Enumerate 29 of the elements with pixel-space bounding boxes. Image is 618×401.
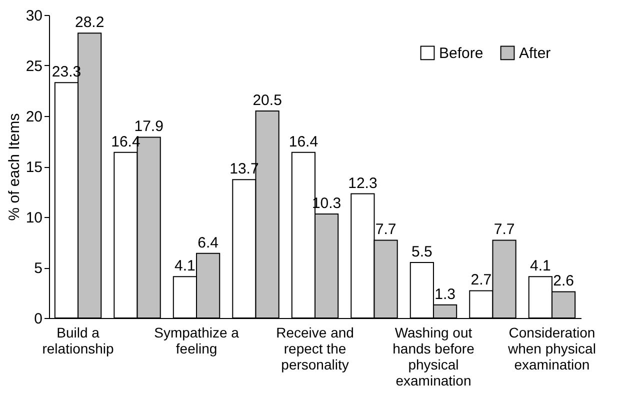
data-label: 2.7 (470, 272, 492, 289)
data-label: 4.1 (530, 258, 551, 275)
data-label: 4.1 (174, 258, 196, 275)
y-axis-title: % of each Items (6, 113, 23, 221)
x-tick-label: Washing out hands before physical examination (392, 324, 475, 388)
x-tick-label: Build a relationship (42, 324, 114, 356)
y-tick-label: 25 (26, 58, 42, 75)
data-label: 1.3 (434, 286, 456, 303)
data-label: 6.4 (198, 234, 218, 252)
legend-label: After (519, 44, 551, 62)
y-tick-label: 10 (26, 210, 42, 226)
data-label: 5.5 (412, 243, 432, 260)
x-tick-label: Receive and repect the personality (276, 324, 354, 372)
data-label: 28.2 (74, 14, 104, 32)
data-label: 7.7 (494, 221, 515, 238)
x-tick-label: Consideration when physical examination (507, 324, 596, 372)
y-tick-label: 30 (26, 8, 42, 24)
y-tick-label: 15 (26, 159, 42, 176)
y-tick-label: 5 (34, 260, 42, 277)
data-label: 7.7 (375, 221, 396, 238)
data-label: 20.5 (252, 92, 282, 109)
y-tick-label: 20 (26, 108, 42, 126)
data-label: 12.3 (348, 174, 378, 192)
data-label: 16.4 (288, 133, 318, 150)
y-tick-label: 0 (34, 310, 42, 328)
data-label: 2.6 (553, 272, 574, 290)
x-tick-label: Sympathize a feeling (154, 324, 240, 356)
data-label: 17.9 (134, 118, 164, 136)
legend-label: Before (439, 44, 484, 62)
